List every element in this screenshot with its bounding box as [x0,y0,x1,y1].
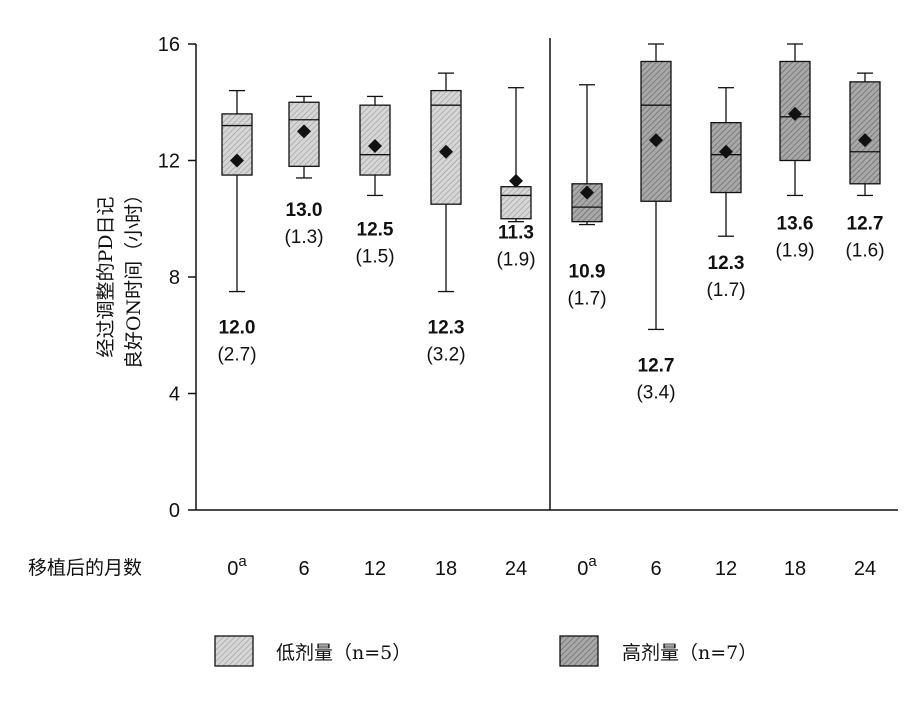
x-tick-value: 24 [854,558,876,580]
box-high-month-24 [850,73,880,195]
boxes [222,44,880,329]
sd-label: (3.2) [426,345,465,366]
sd-label: (1.9) [496,250,535,271]
iqr-box [501,187,531,219]
y-tick-label: 0 [169,500,180,522]
x-tick-label: 12 [364,558,386,580]
x-tick-label: 0a [577,553,597,580]
box-low-month-18 [431,73,461,291]
y-axis-title: 经过调整的PD日记 良好ON时间（小时） [95,185,145,369]
x-tick-label: 6 [650,558,661,580]
x-tick-value: 12 [715,558,737,580]
x-tick-value: 0 [577,558,588,580]
y-tick-label: 8 [169,267,180,289]
x-tick-label: 24 [505,558,527,580]
mean-label: 10.9 [569,262,606,283]
box-high-month-0 [572,85,602,225]
y-tick-label: 16 [158,34,180,56]
iqr-box [641,61,671,201]
box-high-month-6 [641,44,671,329]
legend-label-low-dose: 低剂量（n=5） [276,642,411,664]
sd-label: (1.3) [284,227,323,248]
x-tick-value: 24 [505,558,527,580]
box-low-month-24 [501,88,531,222]
x-axis-title: 移植后的月数 [28,557,142,579]
x-tick-label: 0a [227,553,247,580]
y-ticks: 0 4 8 12 16 [158,34,196,522]
sd-label: (3.4) [636,382,675,403]
mean-label: 12.7 [847,213,884,234]
box-high-month-18 [780,44,810,195]
mean-label: 12.7 [638,355,675,376]
x-tick-label: 12 [715,558,737,580]
legend-swatch-high-dose [560,636,598,666]
box-low-month-12 [360,96,390,195]
x-tick-value: 0 [227,558,238,580]
x-tick-labels: 0a61218240a6121824 [227,553,876,580]
mean-label: 12.5 [357,219,394,240]
box-low-month-0 [222,91,252,292]
sd-label: (1.7) [706,280,745,301]
mean-label: 12.3 [428,318,465,339]
sd-label: (1.9) [775,240,814,261]
y-tick-label: 4 [169,384,180,406]
mean-marker [509,174,523,188]
legend-label-high-dose: 高剂量（n=7） [622,642,757,664]
mean-label: 13.6 [777,213,814,234]
x-tick-value: 18 [435,558,457,580]
x-tick-superscript: a [238,553,247,570]
sd-label: (1.7) [567,289,606,310]
legend: 低剂量（n=5） 高剂量（n=7） [215,636,757,666]
x-tick-label: 24 [854,558,876,580]
y-axis-title-line1: 经过调整的PD日记 [95,196,117,357]
x-tick-value: 18 [784,558,806,580]
box-high-month-12 [711,88,741,237]
mean-label: 12.0 [219,318,256,339]
y-tick-label: 12 [158,151,180,173]
mean-label: 12.3 [708,253,745,274]
x-tick-label: 18 [435,558,457,580]
x-tick-value: 12 [364,558,386,580]
sd-label: (2.7) [217,345,256,366]
box-low-month-6 [289,96,319,178]
sd-label: (1.6) [845,240,884,261]
x-tick-label: 18 [784,558,806,580]
legend-swatch-low-dose [215,636,253,666]
mean-label: 11.3 [498,223,534,244]
x-tick-value: 6 [650,558,661,580]
x-tick-label: 6 [298,558,309,580]
x-tick-superscript: a [588,553,597,570]
iqr-box [850,82,880,184]
x-tick-value: 6 [298,558,309,580]
sd-label: (1.5) [355,246,394,267]
mean-sd-labels: 12.0 (2.7) 13.0 (1.3) 12.5 (1.5) 12.3 (3.2) 11.3… [217,200,884,403]
mean-label: 13.0 [286,200,323,221]
y-axis-title-line2: 良好ON时间（小时） [123,185,145,369]
